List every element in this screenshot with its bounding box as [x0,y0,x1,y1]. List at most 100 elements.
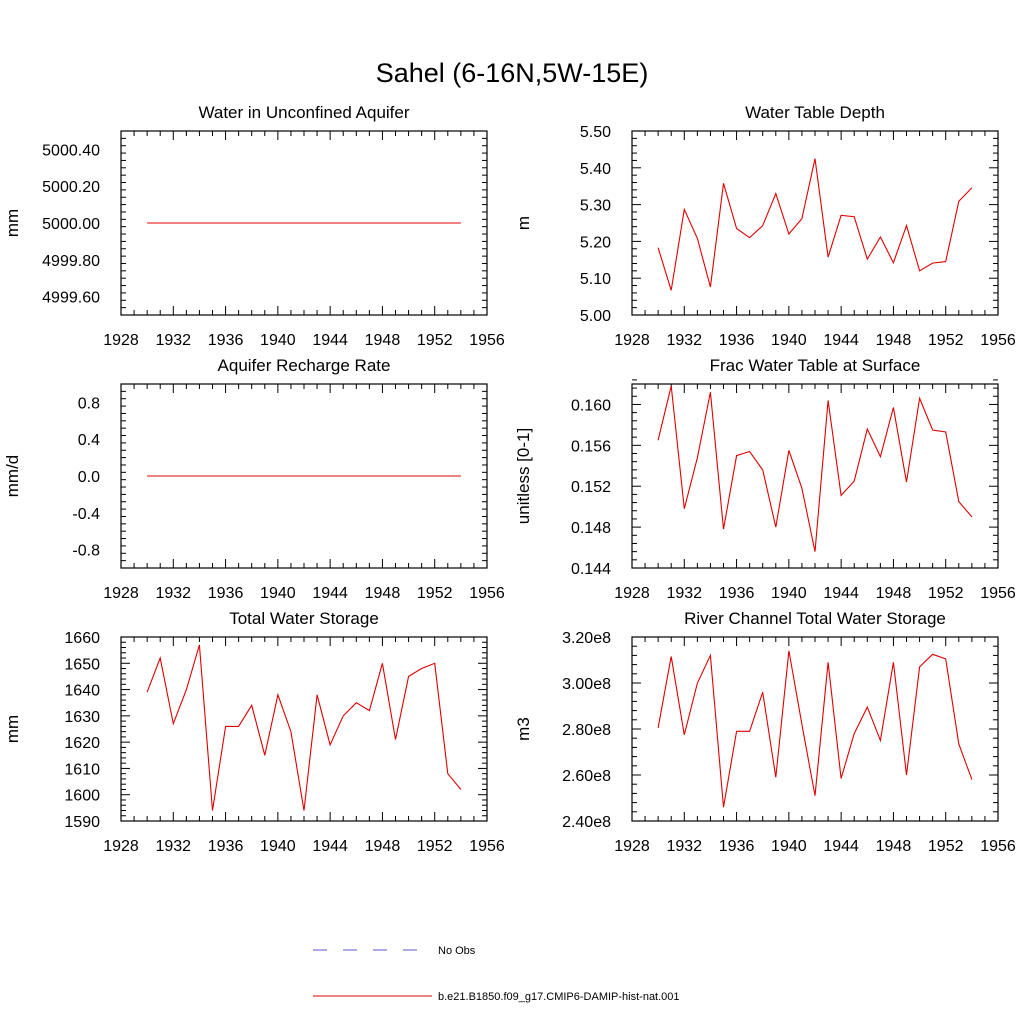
y-tick-label: 5.20 [580,234,611,251]
x-tick-label: 1928 [103,585,139,602]
panel-2: Water Table Depth m 1928 1932 1936 1940 1944 19… [514,103,1016,349]
x-tick-label: 1932 [666,838,702,855]
y-tick-label: 0.8 [78,395,100,412]
x-tick-label: 1948 [365,585,401,602]
x-tick-label: 1956 [980,332,1016,349]
x-tick-label: 1944 [823,585,859,602]
x-tick-label: 1948 [365,838,401,855]
y-tick-label: 0.152 [571,479,611,496]
y-tick-label: 1650 [64,656,100,673]
panel-title: Total Water Storage [229,609,379,628]
panel-title: Water Table Depth [745,103,885,122]
x-tick-label: 1940 [260,332,296,349]
x-tick-label: 1928 [614,838,650,855]
x-tick-label: 1928 [614,585,650,602]
x-tick-label: 1952 [928,838,964,855]
panel-3: Aquifer Recharge Rate mm/d 1928 1932 1936 194… [3,356,505,602]
x-tick-label: 1956 [469,838,505,855]
figure-title: Sahel (6-16N,5W-15E) [376,58,649,88]
x-tick-label: 1952 [928,585,964,602]
y-tick-label: 3.20e8 [562,630,611,647]
x-tick-label: 1940 [771,332,807,349]
y-tick-label: 5.10 [580,271,611,288]
panel-5: Total Water Storage mm 1928 1932 1936 1940 194… [3,609,505,855]
x-tick-label: 1944 [312,332,348,349]
y-tick-label: 4999.60 [42,290,100,307]
x-tick-label: 1936 [208,838,244,855]
x-tick-label: 1948 [365,332,401,349]
y-tick-label: 5.30 [580,198,611,215]
y-tick-label: 5000.20 [42,179,100,196]
x-tick-label: 1952 [417,585,453,602]
x-tick-label: 1956 [469,585,505,602]
series-line [657,158,973,291]
x-tick-label: 1956 [469,332,505,349]
y-tick-label: 5000.00 [42,216,100,233]
y-tick-label: 0.160 [571,397,611,414]
x-tick-label: 1936 [719,332,755,349]
y-tick-label: 0.4 [78,432,100,449]
y-tick-label: -0.4 [72,506,100,523]
y-tick-label: 3.00e8 [562,676,611,693]
y-tick-label: 5.50 [580,124,611,141]
y-tick-label: 1620 [64,735,100,752]
y-tick-label: 1640 [64,683,100,700]
panel-title: River Channel Total Water Storage [684,609,946,628]
panel-1: Water in Unconfined Aquifer mm 1928 1932 193… [3,103,505,349]
x-tick-label: 1928 [614,332,650,349]
y-tick-label: 0.144 [571,561,611,578]
x-tick-label: 1940 [260,838,296,855]
x-tick-label: 1928 [103,332,139,349]
y-tick-label: 5000.40 [42,142,100,159]
x-tick-label: 1940 [771,838,807,855]
x-tick-label: 1956 [980,838,1016,855]
y-axis-label: m [514,216,533,230]
y-tick-label: 1600 [64,788,100,805]
legend: No Obs b.e21.B1850.f09_g17.CMIP6-DAMIP-hi… [313,945,680,1003]
x-tick-label: 1944 [823,332,859,349]
x-tick-label: 1948 [876,332,912,349]
x-tick-label: 1956 [980,585,1016,602]
panel-title: Water in Unconfined Aquifer [198,103,409,122]
x-tick-label: 1948 [876,585,912,602]
x-tick-label: 1936 [719,585,755,602]
legend-label: b.e21.B1850.f09_g17.CMIP6-DAMIP-hist-nat… [438,991,680,1003]
y-tick-label: 1660 [64,630,100,647]
x-tick-label: 1932 [155,332,191,349]
x-tick-label: 1944 [312,585,348,602]
x-tick-label: 1944 [312,838,348,855]
panel-4: Frac Water Table at Surface unitless [0-1… [514,356,1016,602]
y-tick-label: 1630 [64,709,100,726]
y-tick-label: 1610 [64,761,100,778]
x-tick-label: 1936 [208,332,244,349]
x-tick-label: 1932 [666,332,702,349]
series-line [146,644,462,811]
legend-label: No Obs [438,945,476,957]
x-tick-label: 1948 [876,838,912,855]
x-tick-label: 1932 [155,585,191,602]
y-tick-label: 0.148 [571,520,611,537]
y-tick-label: -0.8 [72,543,100,560]
y-axis-label: mm [3,715,22,743]
y-tick-label: 2.40e8 [562,814,611,831]
y-tick-label: 2.60e8 [562,768,611,785]
x-tick-label: 1940 [260,585,296,602]
panel-6: River Channel Total Water Storage m3 1928 1… [514,609,1016,855]
x-tick-label: 1940 [771,585,807,602]
panel-title: Aquifer Recharge Rate [218,356,391,375]
panels: Water in Unconfined Aquifer mm 1928 1932 193… [3,103,1016,855]
x-tick-label: 1944 [823,838,859,855]
x-tick-label: 1952 [417,332,453,349]
x-tick-label: 1936 [208,585,244,602]
y-axis-label: m3 [514,717,533,741]
y-axis-label: unitless [0-1] [514,428,533,524]
x-tick-label: 1952 [928,332,964,349]
y-tick-label: 0.156 [571,438,611,455]
y-axis-label: mm [3,209,22,237]
y-tick-label: 2.80e8 [562,722,611,739]
y-tick-label: 5.40 [580,161,611,178]
y-axis-label: mm/d [3,455,22,498]
y-tick-label: 4999.80 [42,253,100,270]
x-tick-label: 1952 [417,838,453,855]
